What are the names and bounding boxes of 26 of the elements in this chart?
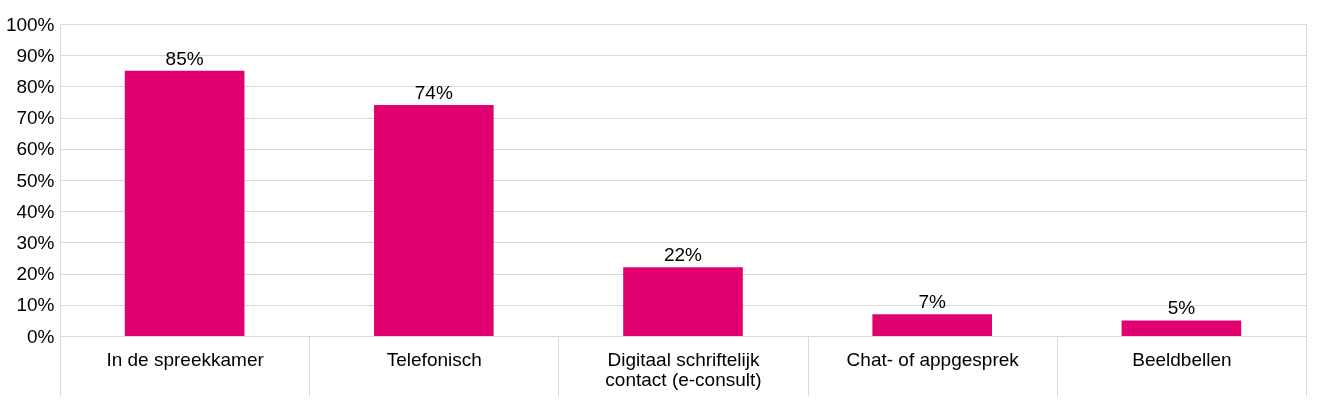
y-tick-label: 90% <box>16 44 55 66</box>
y-tick-label: 30% <box>16 231 55 253</box>
bar <box>373 105 494 336</box>
x-tick-label: Chat- of appgesprek <box>846 348 1020 370</box>
bar <box>124 70 245 336</box>
y-tick-label: 70% <box>16 107 55 129</box>
y-tick-label: 20% <box>16 263 55 285</box>
y-tick-label: 0% <box>27 325 55 347</box>
y-tick-label: 80% <box>16 75 55 97</box>
data-label: 7% <box>918 291 947 313</box>
bar <box>1121 320 1242 336</box>
data-label: 74% <box>414 82 453 104</box>
y-tick-label: 50% <box>16 169 55 191</box>
y-tick-label: 100% <box>5 13 55 35</box>
bar <box>872 314 993 336</box>
y-tick-label: 10% <box>16 294 55 316</box>
data-label: 85% <box>165 47 204 69</box>
bar <box>623 267 743 336</box>
y-tick-label: 40% <box>16 200 55 222</box>
x-tick-label: Telefonisch <box>386 348 482 370</box>
x-tick-label: Beeldbellen <box>1132 348 1232 370</box>
x-tick-label: In de spreekkamer <box>106 348 265 370</box>
y-tick-label: 60% <box>16 138 55 160</box>
data-label: 5% <box>1167 297 1196 319</box>
x-tick-label: Digitaal schriftelijk contact (e-consult) <box>605 348 762 390</box>
data-label: 22% <box>663 244 703 266</box>
